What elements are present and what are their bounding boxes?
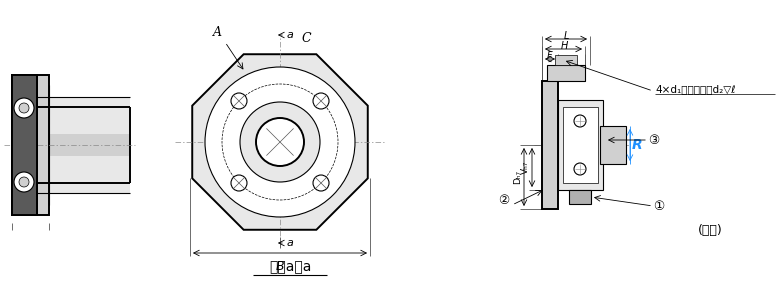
Bar [37,134,130,156]
Circle shape [19,177,29,187]
Bar [12,75,37,215]
Polygon shape [192,54,367,230]
Text: ①: ① [654,200,665,213]
Bar [558,100,603,190]
Bar [547,65,585,81]
Text: 4×d₁キリ通シ　d₂▽ℓ: 4×d₁キリ通シ d₂▽ℓ [655,84,736,94]
Text: B: B [275,260,285,273]
Circle shape [14,172,34,192]
Bar [600,126,626,164]
Text: ②: ② [498,193,509,206]
Bar [563,107,598,183]
Circle shape [231,93,247,109]
Text: a: a [287,238,294,248]
Text: (等分): (等分) [697,224,722,237]
Text: Vₕ₇: Vₕ₇ [521,160,530,174]
Bar [542,81,558,209]
Text: ③: ③ [648,133,660,146]
Text: F: F [548,51,553,61]
Text: L: L [563,31,569,41]
Circle shape [14,98,34,118]
Bar [12,75,49,215]
Circle shape [231,175,247,191]
Circle shape [313,175,329,191]
Bar [555,55,577,65]
Circle shape [205,67,355,217]
Bar [37,97,130,193]
Text: a: a [287,30,294,40]
Bar [569,190,591,204]
Text: H: H [560,41,568,51]
Text: C: C [302,32,312,46]
Text: Dₕ₇: Dₕ₇ [513,170,522,184]
Circle shape [19,103,29,113]
Text: R: R [632,138,643,152]
Circle shape [574,163,586,175]
Circle shape [256,118,304,166]
Text: 断面a－a: 断面a－a [269,260,311,274]
Circle shape [574,115,586,127]
Circle shape [240,102,320,182]
Circle shape [313,93,329,109]
Text: A: A [212,26,222,39]
